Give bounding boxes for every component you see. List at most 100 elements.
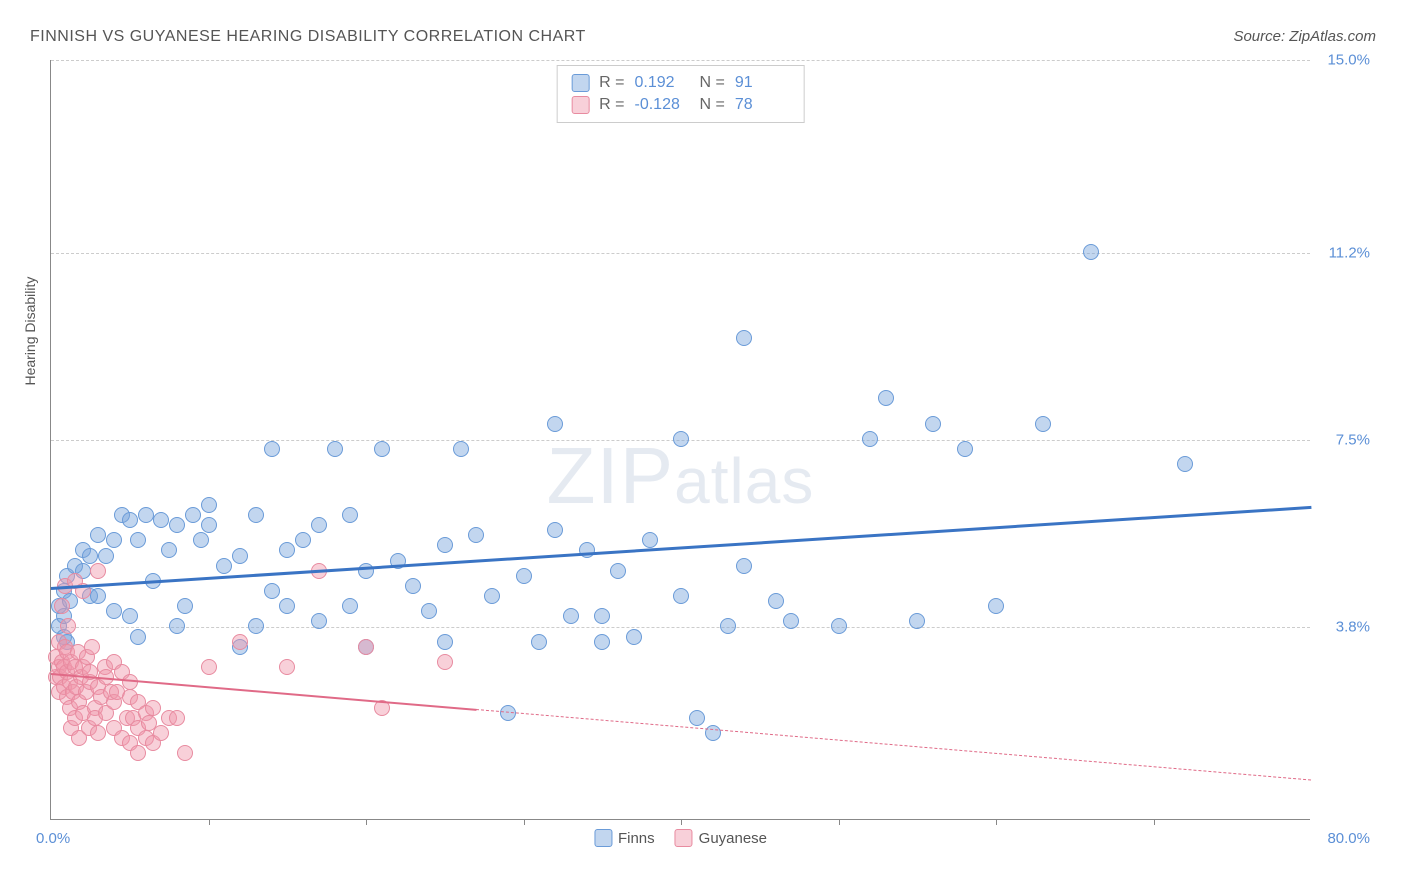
scatter-point	[169, 618, 185, 634]
watermark-small: atlas	[674, 445, 814, 517]
x-tick	[366, 819, 367, 825]
scatter-point	[216, 558, 232, 574]
x-tick	[209, 819, 210, 825]
scatter-point	[563, 608, 579, 624]
scatter-point	[201, 659, 217, 675]
scatter-point	[279, 542, 295, 558]
scatter-point	[248, 618, 264, 634]
scatter-point	[594, 608, 610, 624]
scatter-point	[925, 416, 941, 432]
x-tick	[524, 819, 525, 825]
scatter-point	[311, 613, 327, 629]
scatter-point	[358, 639, 374, 655]
n-label: N =	[700, 96, 725, 114]
r-value: -0.128	[635, 96, 690, 114]
legend-item: Finns	[594, 829, 655, 847]
scatter-point	[161, 542, 177, 558]
scatter-point	[594, 634, 610, 650]
scatter-point	[60, 618, 76, 634]
scatter-point	[98, 548, 114, 564]
plot-area: ZIPatlas R =0.192N =91R =-0.128N =78 Fin…	[50, 60, 1310, 820]
x-tick	[681, 819, 682, 825]
scatter-point	[437, 537, 453, 553]
trend-line-dashed	[476, 709, 1311, 780]
scatter-point	[421, 603, 437, 619]
scatter-point	[54, 598, 70, 614]
scatter-point	[311, 517, 327, 533]
scatter-point	[437, 654, 453, 670]
legend-stats: R =0.192N =91R =-0.128N =78	[556, 65, 805, 123]
scatter-point	[437, 634, 453, 650]
scatter-point	[1177, 456, 1193, 472]
scatter-point	[720, 618, 736, 634]
watermark-big: ZIP	[547, 431, 674, 520]
scatter-point	[279, 598, 295, 614]
scatter-point	[295, 532, 311, 548]
scatter-point	[90, 563, 106, 579]
scatter-point	[122, 608, 138, 624]
scatter-point	[862, 431, 878, 447]
y-tick-label: 3.8%	[1336, 619, 1370, 636]
legend-swatch	[594, 829, 612, 847]
y-tick-label: 7.5%	[1336, 432, 1370, 449]
scatter-point	[689, 710, 705, 726]
scatter-point	[138, 507, 154, 523]
scatter-point	[145, 700, 161, 716]
scatter-point	[201, 517, 217, 533]
source-attribution: Source: ZipAtlas.com	[1233, 28, 1376, 45]
scatter-point	[484, 588, 500, 604]
scatter-point	[783, 613, 799, 629]
scatter-point	[610, 563, 626, 579]
scatter-point	[1035, 416, 1051, 432]
scatter-point	[642, 532, 658, 548]
scatter-point	[579, 542, 595, 558]
scatter-point	[342, 507, 358, 523]
scatter-point	[547, 522, 563, 538]
scatter-point	[673, 588, 689, 604]
scatter-point	[106, 603, 122, 619]
scatter-point	[531, 634, 547, 650]
y-tick-label: 11.2%	[1329, 244, 1370, 261]
x-tick	[839, 819, 840, 825]
scatter-point	[177, 598, 193, 614]
scatter-point	[516, 568, 532, 584]
legend-item: Guyanese	[675, 829, 767, 847]
scatter-point	[130, 629, 146, 645]
scatter-point	[130, 745, 146, 761]
scatter-point	[831, 618, 847, 634]
scatter-point	[405, 578, 421, 594]
scatter-point	[232, 548, 248, 564]
scatter-point	[201, 497, 217, 513]
scatter-point	[193, 532, 209, 548]
scatter-point	[468, 527, 484, 543]
grid-line	[51, 253, 1310, 254]
scatter-point	[84, 639, 100, 655]
grid-line	[51, 627, 1310, 628]
scatter-point	[626, 629, 642, 645]
scatter-point	[736, 330, 752, 346]
scatter-point	[130, 532, 146, 548]
scatter-point	[153, 512, 169, 528]
scatter-point	[705, 725, 721, 741]
scatter-point	[988, 598, 1004, 614]
x-tick	[1154, 819, 1155, 825]
scatter-point	[185, 507, 201, 523]
r-label: R =	[599, 96, 624, 114]
scatter-point	[768, 593, 784, 609]
scatter-point	[878, 390, 894, 406]
n-label: N =	[700, 74, 725, 92]
scatter-point	[358, 563, 374, 579]
scatter-point	[232, 634, 248, 650]
grid-line	[51, 60, 1310, 61]
scatter-point	[177, 745, 193, 761]
scatter-point	[547, 416, 563, 432]
scatter-point	[327, 441, 343, 457]
scatter-point	[248, 507, 264, 523]
scatter-point	[374, 441, 390, 457]
scatter-point	[453, 441, 469, 457]
scatter-point	[264, 583, 280, 599]
scatter-point	[90, 527, 106, 543]
r-value: 0.192	[635, 74, 690, 92]
legend-stat-row: R =0.192N =91	[571, 72, 790, 94]
scatter-point	[1083, 244, 1099, 260]
